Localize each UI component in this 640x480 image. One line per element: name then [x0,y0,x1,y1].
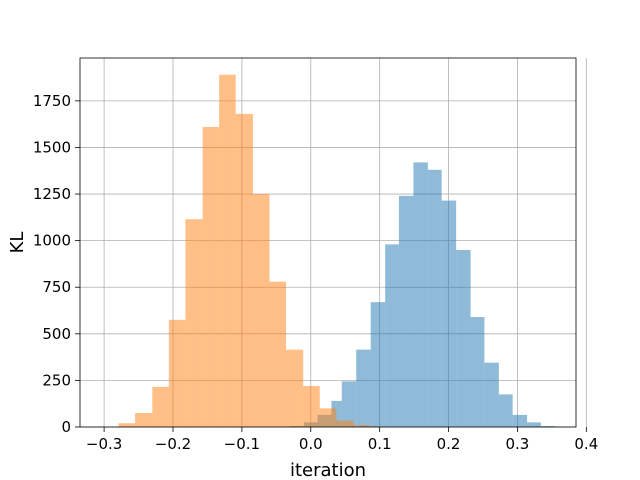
y-tick-label: 1750 [33,92,71,110]
histogram-bar-series-1 [427,169,442,427]
histogram-bar-series-2 [303,386,320,427]
histogram-bar-series-1 [441,200,457,427]
histogram-bar-series-1 [370,302,386,427]
histogram-bar-series-2 [336,420,354,427]
histogram-bar-series-1 [341,381,357,427]
y-axis-label: KL [7,232,28,254]
x-tick-label: 0.1 [368,435,392,453]
histogram-bar-series-1 [470,317,485,427]
histogram-bar-series-2 [269,281,286,427]
x-tick-label: 0.3 [506,435,530,453]
histogram-bar-series-2 [353,425,371,427]
grid [80,58,587,428]
y-tick-label: 500 [42,325,71,343]
histogram-bar-series-1 [540,426,556,427]
y-tick-label: 1500 [33,138,71,156]
histogram-bar-series-1 [398,195,414,427]
y-tick-label: 1250 [33,185,71,203]
histogram-bar-series-2 [118,423,136,427]
x-tick-label: −0.3 [86,435,122,453]
y-tick-label: 250 [42,371,71,389]
histogram-bars [118,74,556,428]
histogram-bar-series-2 [235,113,253,427]
histogram-bar-series-1 [331,400,342,427]
y-tick-label: 750 [42,278,71,296]
y-tick-label: 1000 [33,232,71,250]
histogram-bar-series-1 [456,249,471,427]
plot-frame [79,57,577,428]
x-tick-label: 0.0 [299,435,323,453]
x-axis-label: iteration [290,460,366,480]
axis-ticks: −0.3 −0.2 −0.1 0.0 0.1 0.2 0.3 0.4 0 250 500 750 100… [33,92,598,453]
histogram-bar-series-2 [202,126,220,428]
x-tick-label: −0.1 [224,435,260,453]
x-tick-label: 0.4 [574,435,598,453]
histogram-bar-series-1 [527,422,541,427]
y-tick-label: 0 [61,418,71,436]
histogram-bar-series-2 [219,74,236,427]
histogram-bar-series-1 [512,414,528,427]
histogram-bar-series-2 [185,219,203,427]
histogram-bar-series-1 [413,162,428,427]
histogram-bar-series-1 [484,362,499,427]
histogram-bar-series-2 [319,408,337,427]
histogram-bar-series-2 [135,413,153,427]
histogram-bar-series-2 [252,194,270,427]
histogram-bar-series-2 [168,319,186,427]
histogram-bar-series-1 [356,349,371,427]
x-tick-label: −0.2 [155,435,191,453]
histogram-bar-series-2 [285,349,304,427]
histogram-bar-series-1 [498,394,513,427]
histogram-bar-series-1 [385,244,399,427]
x-tick-label: 0.2 [437,435,461,453]
histogram-bar-series-2 [152,386,169,427]
